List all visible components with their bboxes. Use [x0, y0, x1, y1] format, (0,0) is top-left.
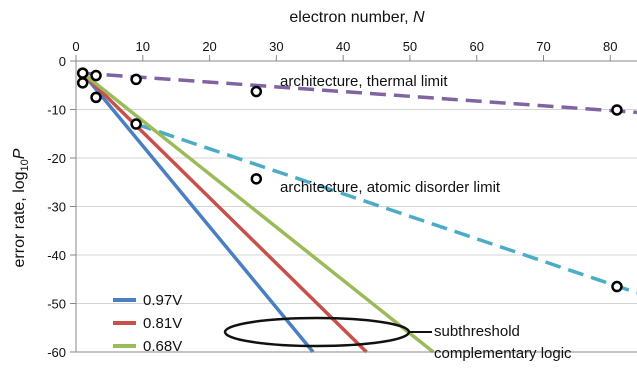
x-tick-label: 80: [603, 39, 617, 54]
x-tick-label: 70: [536, 39, 550, 54]
y-tick-label: 0: [59, 54, 66, 69]
tick-labels: 0 -10 -20 -30 -40 -50 -60 0 10 20 30 40 50 60 70 80: [47, 39, 617, 360]
legend-label-2: 0.68V: [143, 338, 182, 355]
series-line-2: [81, 71, 435, 354]
x-tick-label: 40: [336, 39, 350, 54]
limit-line-1: [135, 122, 637, 295]
data-point-marker: [130, 118, 142, 130]
x-tick-label: 0: [72, 39, 79, 54]
limit-line-0: [82, 71, 637, 115]
x-tick-label: 50: [403, 39, 417, 54]
subthreshold-label-line1: subthreshold: [434, 323, 520, 340]
legend-label-0: 0.97V: [143, 292, 182, 309]
x-tick-label: 10: [136, 39, 150, 54]
data-point-marker: [611, 280, 623, 293]
axes: [70, 55, 637, 353]
series-line-1: [81, 71, 368, 354]
legend: 0.97V 0.81V 0.68V: [113, 292, 182, 355]
x-tick-label: 60: [469, 39, 483, 54]
y-tick-label: -60: [47, 345, 66, 360]
y-tick-label: -40: [47, 248, 66, 263]
data-point-marker: [250, 173, 263, 185]
y-tick-label: -10: [47, 103, 66, 118]
data-markers: [76, 67, 623, 293]
x-axis-title: electron number, N: [289, 9, 425, 26]
data-point-marker: [90, 69, 102, 82]
limit-lines: [82, 71, 637, 295]
subthreshold-ellipse: [223, 316, 411, 348]
y-axis-title: error rate, log10P: [11, 148, 31, 267]
data-point-marker: [76, 67, 89, 79]
y-tick-label: -50: [47, 297, 66, 312]
series-lines: [81, 71, 435, 354]
data-point-marker: [90, 91, 102, 104]
series-line-0: [81, 72, 315, 354]
y-tick-label: -30: [47, 200, 66, 215]
data-point-marker: [611, 104, 623, 116]
subthreshold-label-line2: complementary logic: [434, 345, 572, 362]
atomic-disorder-limit-label: architecture, atomic disorder limit: [280, 179, 501, 196]
legend-label-1: 0.81V: [143, 315, 182, 332]
x-tick-label: 20: [202, 39, 216, 54]
data-point-marker: [250, 85, 263, 98]
data-point-marker: [130, 73, 142, 86]
data-point-marker: [76, 77, 89, 89]
x-tick-label: 30: [269, 39, 283, 54]
y-tick-label: -20: [47, 151, 66, 166]
thermal-limit-label: architecture, thermal limit: [280, 73, 448, 90]
